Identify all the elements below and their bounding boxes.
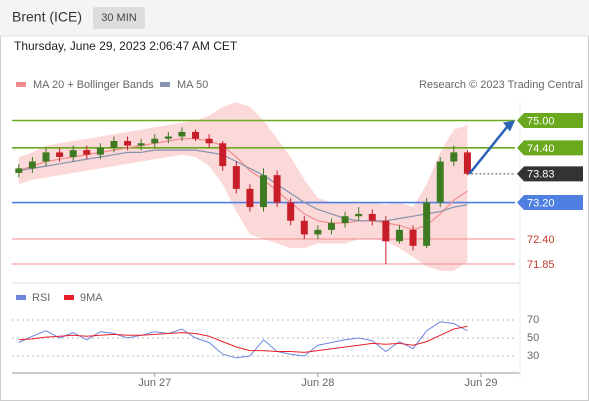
- price-tag: [517, 113, 583, 129]
- candle-body: [355, 213, 363, 217]
- candle-body: [232, 166, 240, 189]
- candle-body: [124, 141, 132, 146]
- price-tag-label: 73.83: [527, 169, 555, 181]
- candle-body: [382, 220, 390, 242]
- moving-average: [18, 149, 468, 222]
- y-tick-label: 50: [527, 332, 539, 344]
- candle-body: [192, 131, 200, 139]
- candle-body: [273, 175, 281, 203]
- candle-body: [436, 161, 444, 203]
- x-tick-label: Jun 29: [464, 377, 497, 389]
- candle-body: [260, 175, 267, 208]
- candle-body: [450, 152, 458, 162]
- candle-body: [178, 131, 186, 137]
- price-level-label: 71.85: [527, 259, 555, 271]
- candle-body: [28, 161, 36, 169]
- legend-label: MA 20 + Bollinger Bands: [33, 79, 154, 91]
- candle-body: [96, 147, 104, 155]
- candle-body: [300, 220, 308, 235]
- candle-body: [287, 202, 295, 221]
- price-level-label: 72.40: [527, 234, 555, 246]
- candle-body: [83, 150, 91, 155]
- price-tag-label: 74.40: [527, 143, 555, 155]
- instrument-title: Brent (ICE): [12, 9, 82, 25]
- candle-body: [42, 152, 50, 162]
- candle-body: [205, 138, 213, 144]
- price-tag-label: 75.00: [527, 115, 555, 127]
- timestamp: Thursday, June 29, 2023 2:06:47 AM CET: [14, 39, 238, 53]
- moving-average: [18, 138, 468, 231]
- candle-body: [314, 229, 322, 235]
- x-tick-label: Jun 27: [138, 377, 171, 389]
- y-tick-label: 30: [527, 350, 539, 362]
- candle-body: [246, 188, 254, 208]
- timeframe-label[interactable]: 30 MIN: [101, 12, 137, 24]
- legend-label: MA 50: [177, 79, 208, 91]
- price-tag-label: 73.20: [527, 197, 555, 209]
- price-tag: [517, 166, 583, 182]
- candle-body: [423, 202, 431, 246]
- legend-swatch: [64, 295, 74, 300]
- legend-swatch: [16, 295, 26, 300]
- x-tick-label: Jun 28: [301, 377, 334, 389]
- candle-body: [219, 143, 227, 167]
- candle-body: [56, 152, 64, 157]
- candle-body: [15, 168, 23, 173]
- timeframe-button[interactable]: [93, 7, 145, 29]
- candle-body: [463, 152, 471, 174]
- candle-body: [327, 223, 335, 230]
- indicator-line: [18, 325, 468, 353]
- legend-label: 9MA: [80, 292, 103, 304]
- forecast-arrowhead: [503, 120, 515, 132]
- legend-swatch: [160, 82, 170, 87]
- legend-swatch: [16, 82, 26, 87]
- candle-body: [151, 138, 159, 144]
- candle-body: [395, 229, 403, 242]
- copyright: Research © 2023 Trading Central: [419, 79, 583, 91]
- forecast-arrow: [468, 123, 510, 175]
- candle-body: [137, 143, 145, 146]
- legend-label: RSI: [32, 292, 50, 304]
- price-tag: [517, 140, 583, 156]
- candle-body: [110, 141, 118, 148]
- candle-body: [409, 229, 417, 246]
- candle-body: [69, 150, 77, 157]
- y-tick-label: 70: [527, 314, 539, 326]
- candle-body: [368, 213, 376, 221]
- candle-body: [164, 136, 172, 139]
- price-tag: [517, 195, 583, 211]
- candle-body: [341, 216, 349, 224]
